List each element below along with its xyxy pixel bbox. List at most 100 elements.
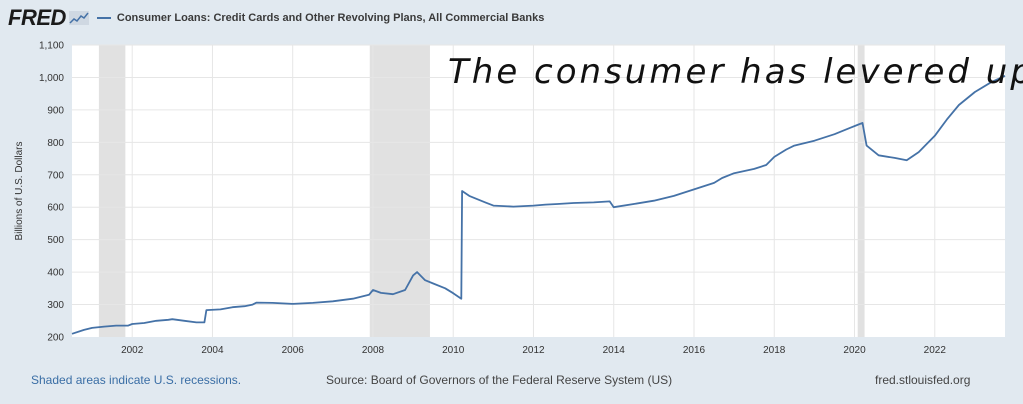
recession-note: Shaded areas indicate U.S. recessions. xyxy=(31,373,242,387)
y-tick-label: 200 xyxy=(47,333,64,344)
recession-band-1 xyxy=(98,45,126,337)
data-point xyxy=(813,140,815,142)
data-point xyxy=(203,321,205,323)
data-point xyxy=(653,200,655,202)
data-point xyxy=(205,309,207,311)
handwritten-annotation: The consumer has levered up. xyxy=(448,52,1023,92)
plot-area xyxy=(72,45,1005,337)
data-point xyxy=(91,327,93,329)
data-point xyxy=(512,205,514,207)
data-point xyxy=(785,148,787,150)
data-point xyxy=(733,172,735,174)
data-point xyxy=(444,287,446,289)
x-tick-label: 2012 xyxy=(522,345,545,356)
data-point xyxy=(861,122,863,124)
y-tick-label: 1,000 xyxy=(39,73,64,84)
data-point xyxy=(332,300,334,302)
data-point xyxy=(713,182,715,184)
data-point xyxy=(368,294,370,296)
source-note: Source: Board of Governors of the Federa… xyxy=(326,373,673,387)
series-line xyxy=(71,74,1006,335)
data-point xyxy=(416,271,418,273)
data-point xyxy=(721,177,723,179)
data-point xyxy=(115,324,117,326)
grid-lines xyxy=(72,44,1005,337)
data-point xyxy=(556,203,558,205)
data-point xyxy=(352,298,354,300)
x-tick-label: 2002 xyxy=(121,345,144,356)
x-tick-label: 2020 xyxy=(843,345,866,356)
data-point xyxy=(412,274,414,276)
data-point xyxy=(492,204,494,206)
recession-shading xyxy=(98,45,865,337)
data-point xyxy=(143,322,145,324)
y-tick-label: 1,100 xyxy=(39,41,64,52)
recession-band-2 xyxy=(369,45,430,337)
y-tick-label: 700 xyxy=(47,170,64,181)
chart-footer: Shaded areas indicate U.S. recessions. S… xyxy=(0,373,1023,391)
y-tick-label: 300 xyxy=(47,300,64,311)
y-tick-label: 800 xyxy=(47,138,64,149)
data-point xyxy=(532,204,534,206)
data-point xyxy=(609,200,611,202)
data-point xyxy=(167,319,169,321)
data-point xyxy=(460,298,462,300)
data-point xyxy=(243,305,245,307)
legend-series-label: Consumer Loans: Credit Cards and Other R… xyxy=(116,12,545,24)
data-point xyxy=(71,333,73,335)
data-point xyxy=(934,135,936,137)
data-point xyxy=(877,154,879,156)
x-tick-label: 2014 xyxy=(603,345,626,356)
data-point xyxy=(171,318,173,320)
x-tick-label: 2018 xyxy=(763,345,786,356)
x-tick-label: 2008 xyxy=(362,345,385,356)
data-point xyxy=(452,292,454,294)
data-point xyxy=(865,144,867,146)
data-point xyxy=(833,133,835,135)
chart-header: FRED Consumer Loans: Credit Cards and Ot… xyxy=(8,5,545,30)
data-point xyxy=(849,127,851,129)
x-tick-label: 2004 xyxy=(201,345,224,356)
x-tick-label: 2022 xyxy=(924,345,947,356)
x-tick-label: 2010 xyxy=(442,345,465,356)
legend-line-swatch xyxy=(96,17,111,19)
x-tick-label: 2016 xyxy=(683,345,706,356)
data-point xyxy=(906,159,908,161)
site-link[interactable]: fred.stlouisfed.org xyxy=(875,373,971,387)
data-point xyxy=(461,190,463,192)
data-point xyxy=(468,195,470,197)
data-point xyxy=(312,302,314,304)
data-point xyxy=(251,303,253,305)
data-point xyxy=(793,144,795,146)
data-point xyxy=(893,157,895,159)
data-point xyxy=(404,289,406,291)
data-point xyxy=(613,206,615,208)
data-point xyxy=(127,324,129,326)
recession-band-3 xyxy=(857,45,865,337)
data-point xyxy=(231,306,233,308)
data-point xyxy=(693,188,695,190)
data-point xyxy=(753,168,755,170)
data-point xyxy=(593,201,595,203)
data-point xyxy=(219,308,221,310)
data-point xyxy=(424,279,426,281)
data-point xyxy=(544,203,546,205)
y-axis-ticks: 200 300 400 500 600 700 800 900 1,000 1,100 xyxy=(39,41,64,344)
data-point xyxy=(271,302,273,304)
fred-logo[interactable]: FRED xyxy=(8,5,66,30)
logo-graph-icon xyxy=(68,11,89,25)
data-point xyxy=(572,202,574,204)
data-point xyxy=(255,301,257,303)
data-point xyxy=(392,293,394,295)
y-tick-label: 600 xyxy=(47,203,64,214)
data-point xyxy=(195,321,197,323)
data-point xyxy=(773,156,775,158)
data-point xyxy=(183,320,185,322)
y-axis-title: Billions of U.S. Dollars xyxy=(14,142,25,241)
data-point xyxy=(633,203,635,205)
data-point xyxy=(155,320,157,322)
data-point xyxy=(380,292,382,294)
y-tick-label: 900 xyxy=(47,105,64,116)
data-point xyxy=(372,289,374,291)
